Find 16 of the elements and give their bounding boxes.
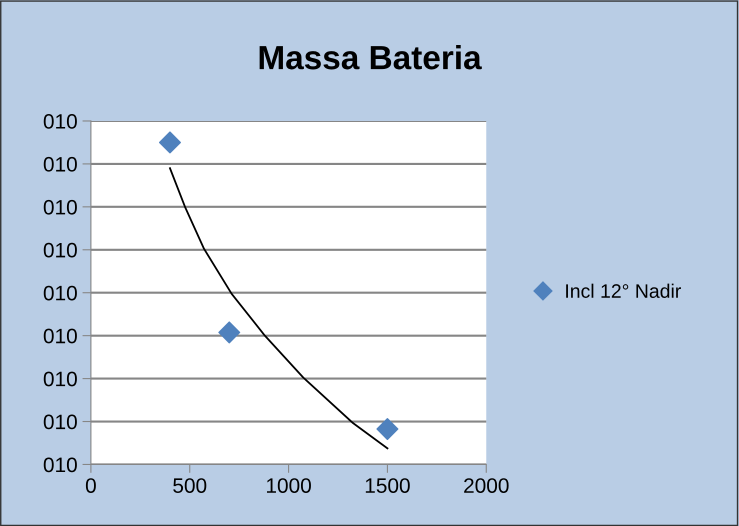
chart-title: Massa Bateria bbox=[260, 44, 482, 70]
text: 010 bbox=[44, 286, 77, 300]
text: 010 bbox=[44, 156, 77, 172]
text: 010 bbox=[44, 457, 77, 472]
x-tick-label: 1000 bbox=[266, 478, 311, 493]
x-tick-label: 0 bbox=[86, 478, 96, 493]
text: 010 bbox=[44, 242, 77, 258]
text: 010 bbox=[44, 200, 77, 215]
text: 010 bbox=[44, 372, 77, 386]
x-tick-label: 2000 bbox=[464, 478, 509, 493]
text: 010 bbox=[44, 414, 77, 430]
x-tick-label: 1500 bbox=[366, 478, 410, 493]
text: 010 bbox=[44, 114, 77, 129]
text: 010 bbox=[44, 328, 77, 344]
legend-label: Incl 12° Nadir bbox=[566, 284, 681, 298]
x-tick-label: 500 bbox=[173, 478, 206, 493]
